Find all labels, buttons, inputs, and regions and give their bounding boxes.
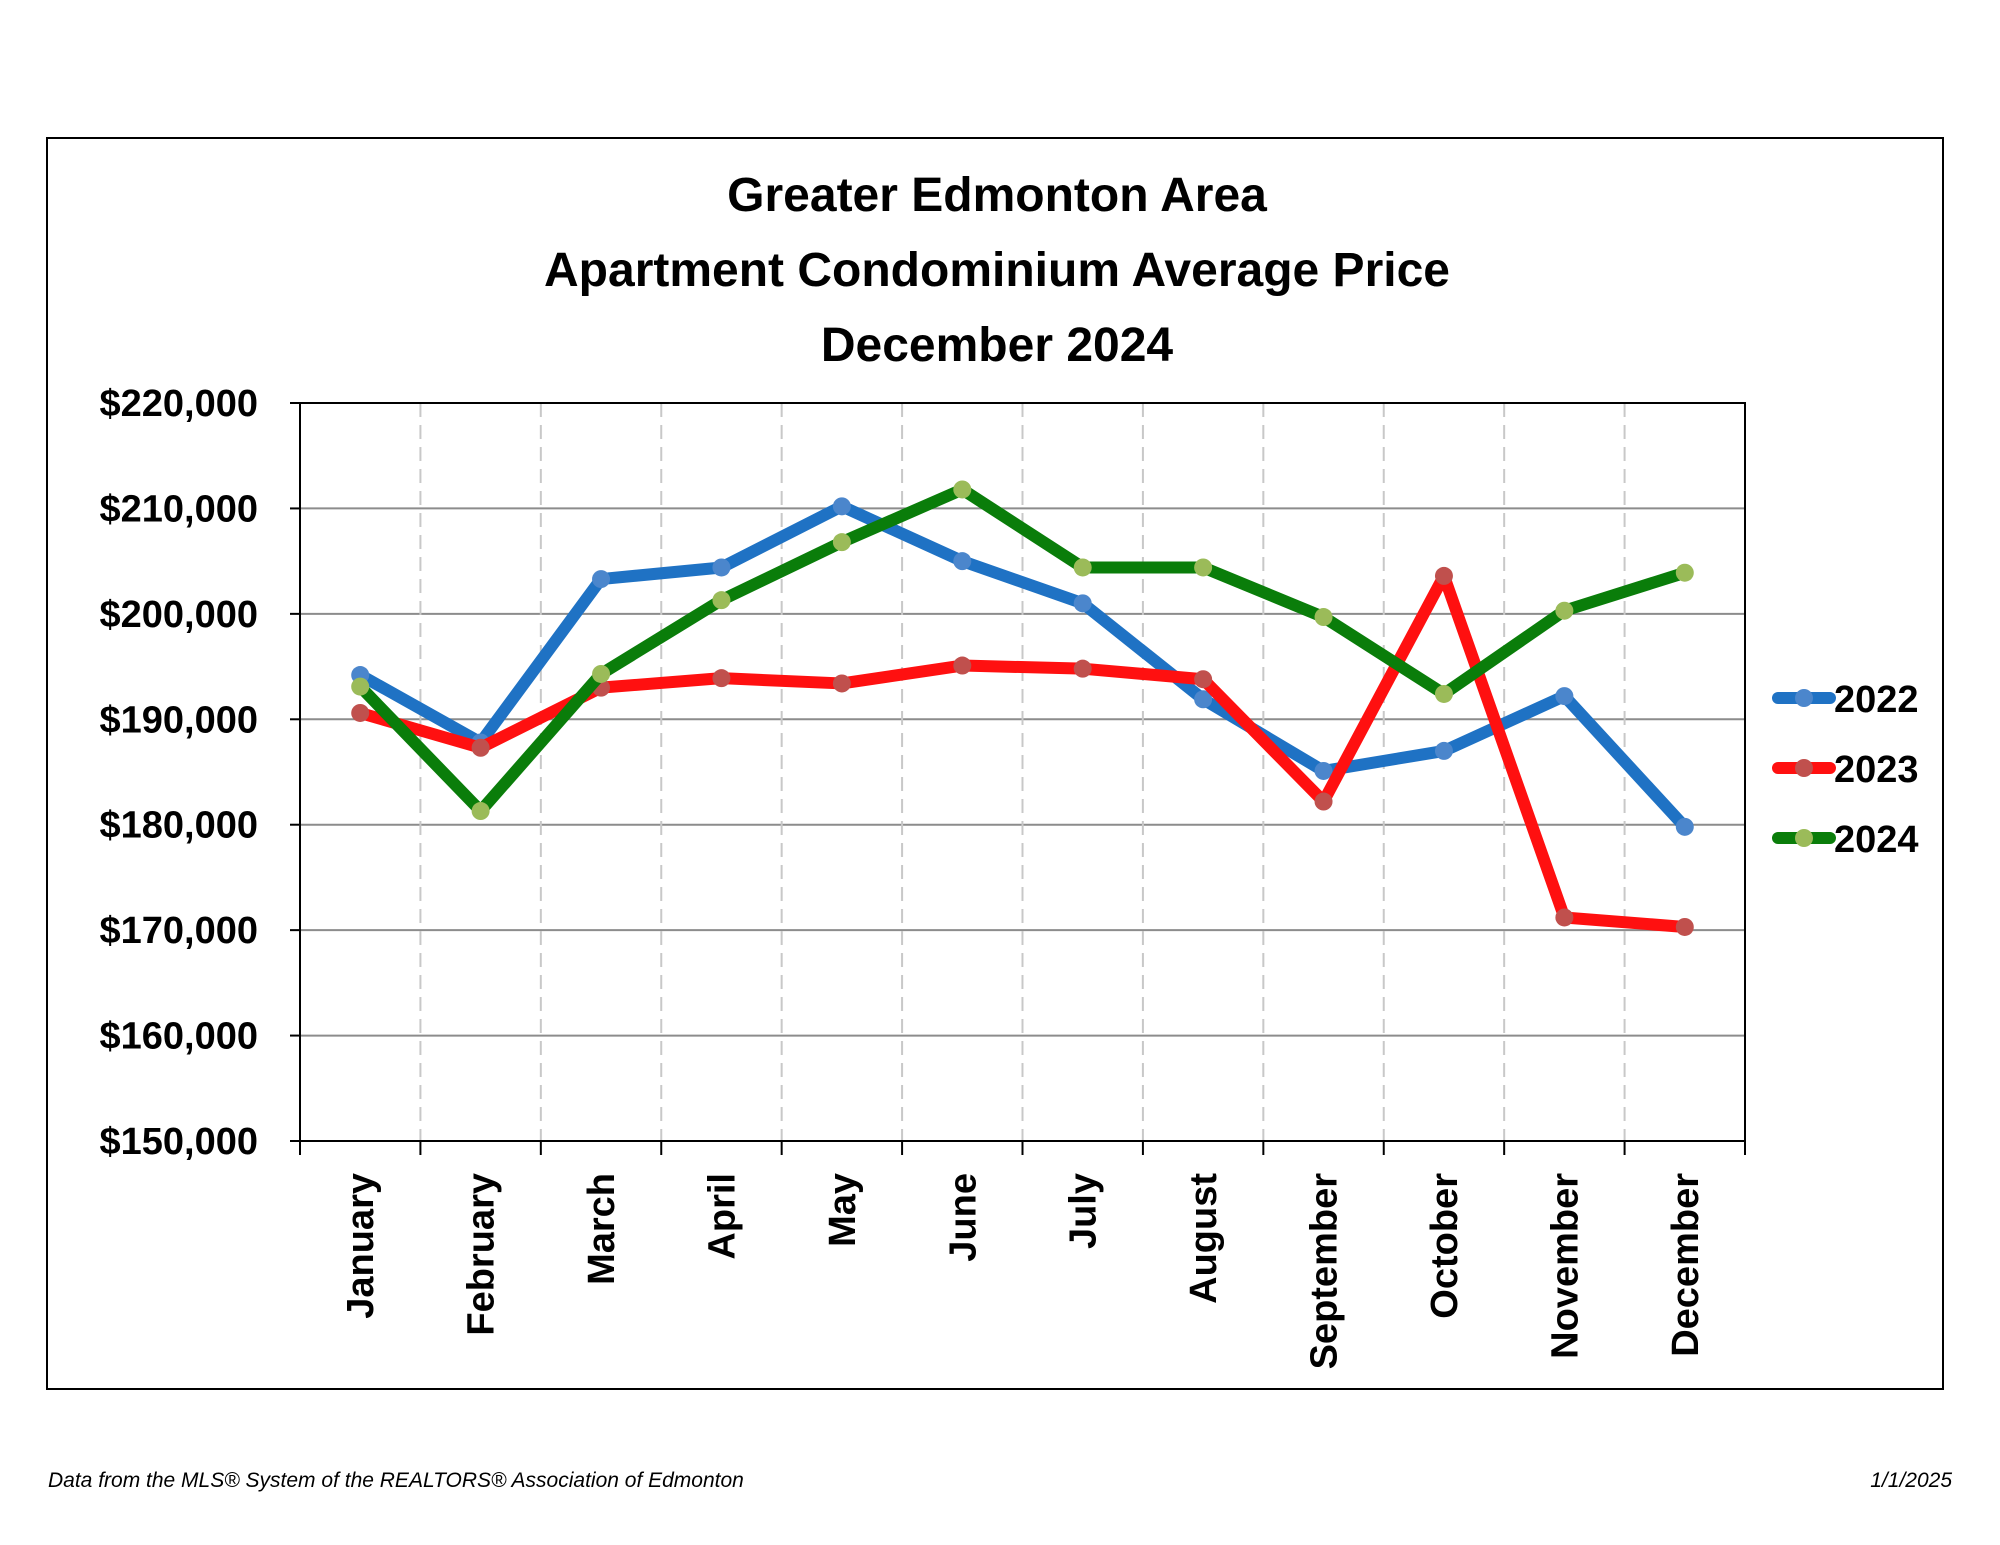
x-tick-label: May: [822, 1173, 864, 1247]
data-point: [832, 674, 851, 693]
data-point: [953, 552, 972, 571]
y-tick-label: $150,000: [100, 1121, 259, 1163]
x-tick-label: April: [701, 1173, 743, 1260]
legend-swatch-marker: [1795, 829, 1813, 847]
y-tick-label: $190,000: [100, 699, 259, 741]
legend-item-2024: 2024: [1772, 819, 1919, 861]
x-tick-label: September: [1304, 1173, 1346, 1370]
data-point: [592, 570, 611, 589]
legend-swatch-marker: [1795, 759, 1813, 777]
data-point: [1314, 608, 1333, 627]
data-point: [1073, 659, 1092, 678]
y-axis-ticks: $150,000 $160,000 $170,000 $180,000 $190,000…: [100, 383, 300, 1163]
data-point: [351, 703, 370, 722]
title-line-1: Greater Edmonton Area: [727, 169, 1267, 222]
data-point: [953, 656, 972, 675]
series-2022: [351, 497, 1694, 836]
data-point: [351, 677, 370, 696]
data-point: [1675, 563, 1694, 582]
x-tick-label: July: [1063, 1173, 1105, 1249]
data-point: [592, 664, 611, 683]
legend-label: 2022: [1834, 679, 1919, 721]
legend: 2022 2023 2024: [1772, 679, 1919, 861]
y-tick-label: $220,000: [100, 383, 259, 425]
y-tick-label: $210,000: [100, 488, 259, 530]
data-point: [1434, 566, 1453, 585]
title-line-3: December 2024: [821, 319, 1174, 372]
x-axis-ticks: January February March April May June July Augu…: [299, 1141, 1746, 1370]
data-point: [1434, 684, 1453, 703]
y-tick-label: $200,000: [100, 594, 259, 636]
legend-label: 2023: [1834, 749, 1919, 791]
data-point: [1194, 558, 1213, 577]
x-tick-label: February: [461, 1173, 503, 1336]
title-line-2: Apartment Condominium Average Price: [544, 244, 1450, 297]
x-tick-label: December: [1665, 1173, 1707, 1357]
y-tick-label: $180,000: [100, 805, 259, 847]
data-point: [1555, 687, 1574, 706]
data-point: [471, 802, 490, 821]
data-point: [953, 480, 972, 499]
data-point: [1434, 741, 1453, 760]
data-point: [1314, 792, 1333, 811]
y-tick-label: $170,000: [100, 910, 259, 952]
footer-date: 1/1/2025: [1870, 1469, 1952, 1492]
series-line: [354, 500, 1691, 833]
data-point: [712, 558, 731, 577]
chart-frame: [46, 137, 1944, 1390]
series-2023: [351, 566, 1694, 936]
legend-item-2023: 2023: [1772, 749, 1919, 791]
data-point: [712, 591, 731, 610]
data-point: [1194, 690, 1213, 709]
data-point: [471, 738, 490, 757]
data-point: [1194, 670, 1213, 689]
series-line: [354, 483, 1691, 818]
legend-swatch-marker: [1795, 689, 1813, 707]
chart-title: Greater Edmonton Area Apartment Condomin…: [544, 169, 1450, 372]
footer-source-note: Data from the MLS® System of the REALTOR…: [48, 1469, 744, 1492]
x-tick-label: August: [1183, 1173, 1225, 1304]
data-point: [1675, 917, 1694, 936]
legend-item-2022: 2022: [1772, 679, 1919, 721]
x-tick-label: January: [340, 1173, 382, 1319]
data-point: [712, 669, 731, 688]
legend-label: 2024: [1834, 819, 1919, 861]
series-layer: [351, 480, 1694, 936]
x-tick-label: March: [581, 1173, 623, 1285]
y-tick-label: $160,000: [100, 1016, 259, 1058]
data-point: [1073, 594, 1092, 613]
data-point: [1675, 817, 1694, 836]
data-point: [832, 497, 851, 516]
x-tick-label: June: [942, 1173, 984, 1262]
data-point: [1073, 558, 1092, 577]
data-point: [832, 533, 851, 552]
x-tick-label: November: [1544, 1173, 1586, 1359]
data-point: [1555, 908, 1574, 927]
x-tick-label: October: [1424, 1173, 1466, 1319]
data-point: [1555, 601, 1574, 620]
series-2024: [351, 480, 1694, 821]
data-point: [1314, 761, 1333, 780]
